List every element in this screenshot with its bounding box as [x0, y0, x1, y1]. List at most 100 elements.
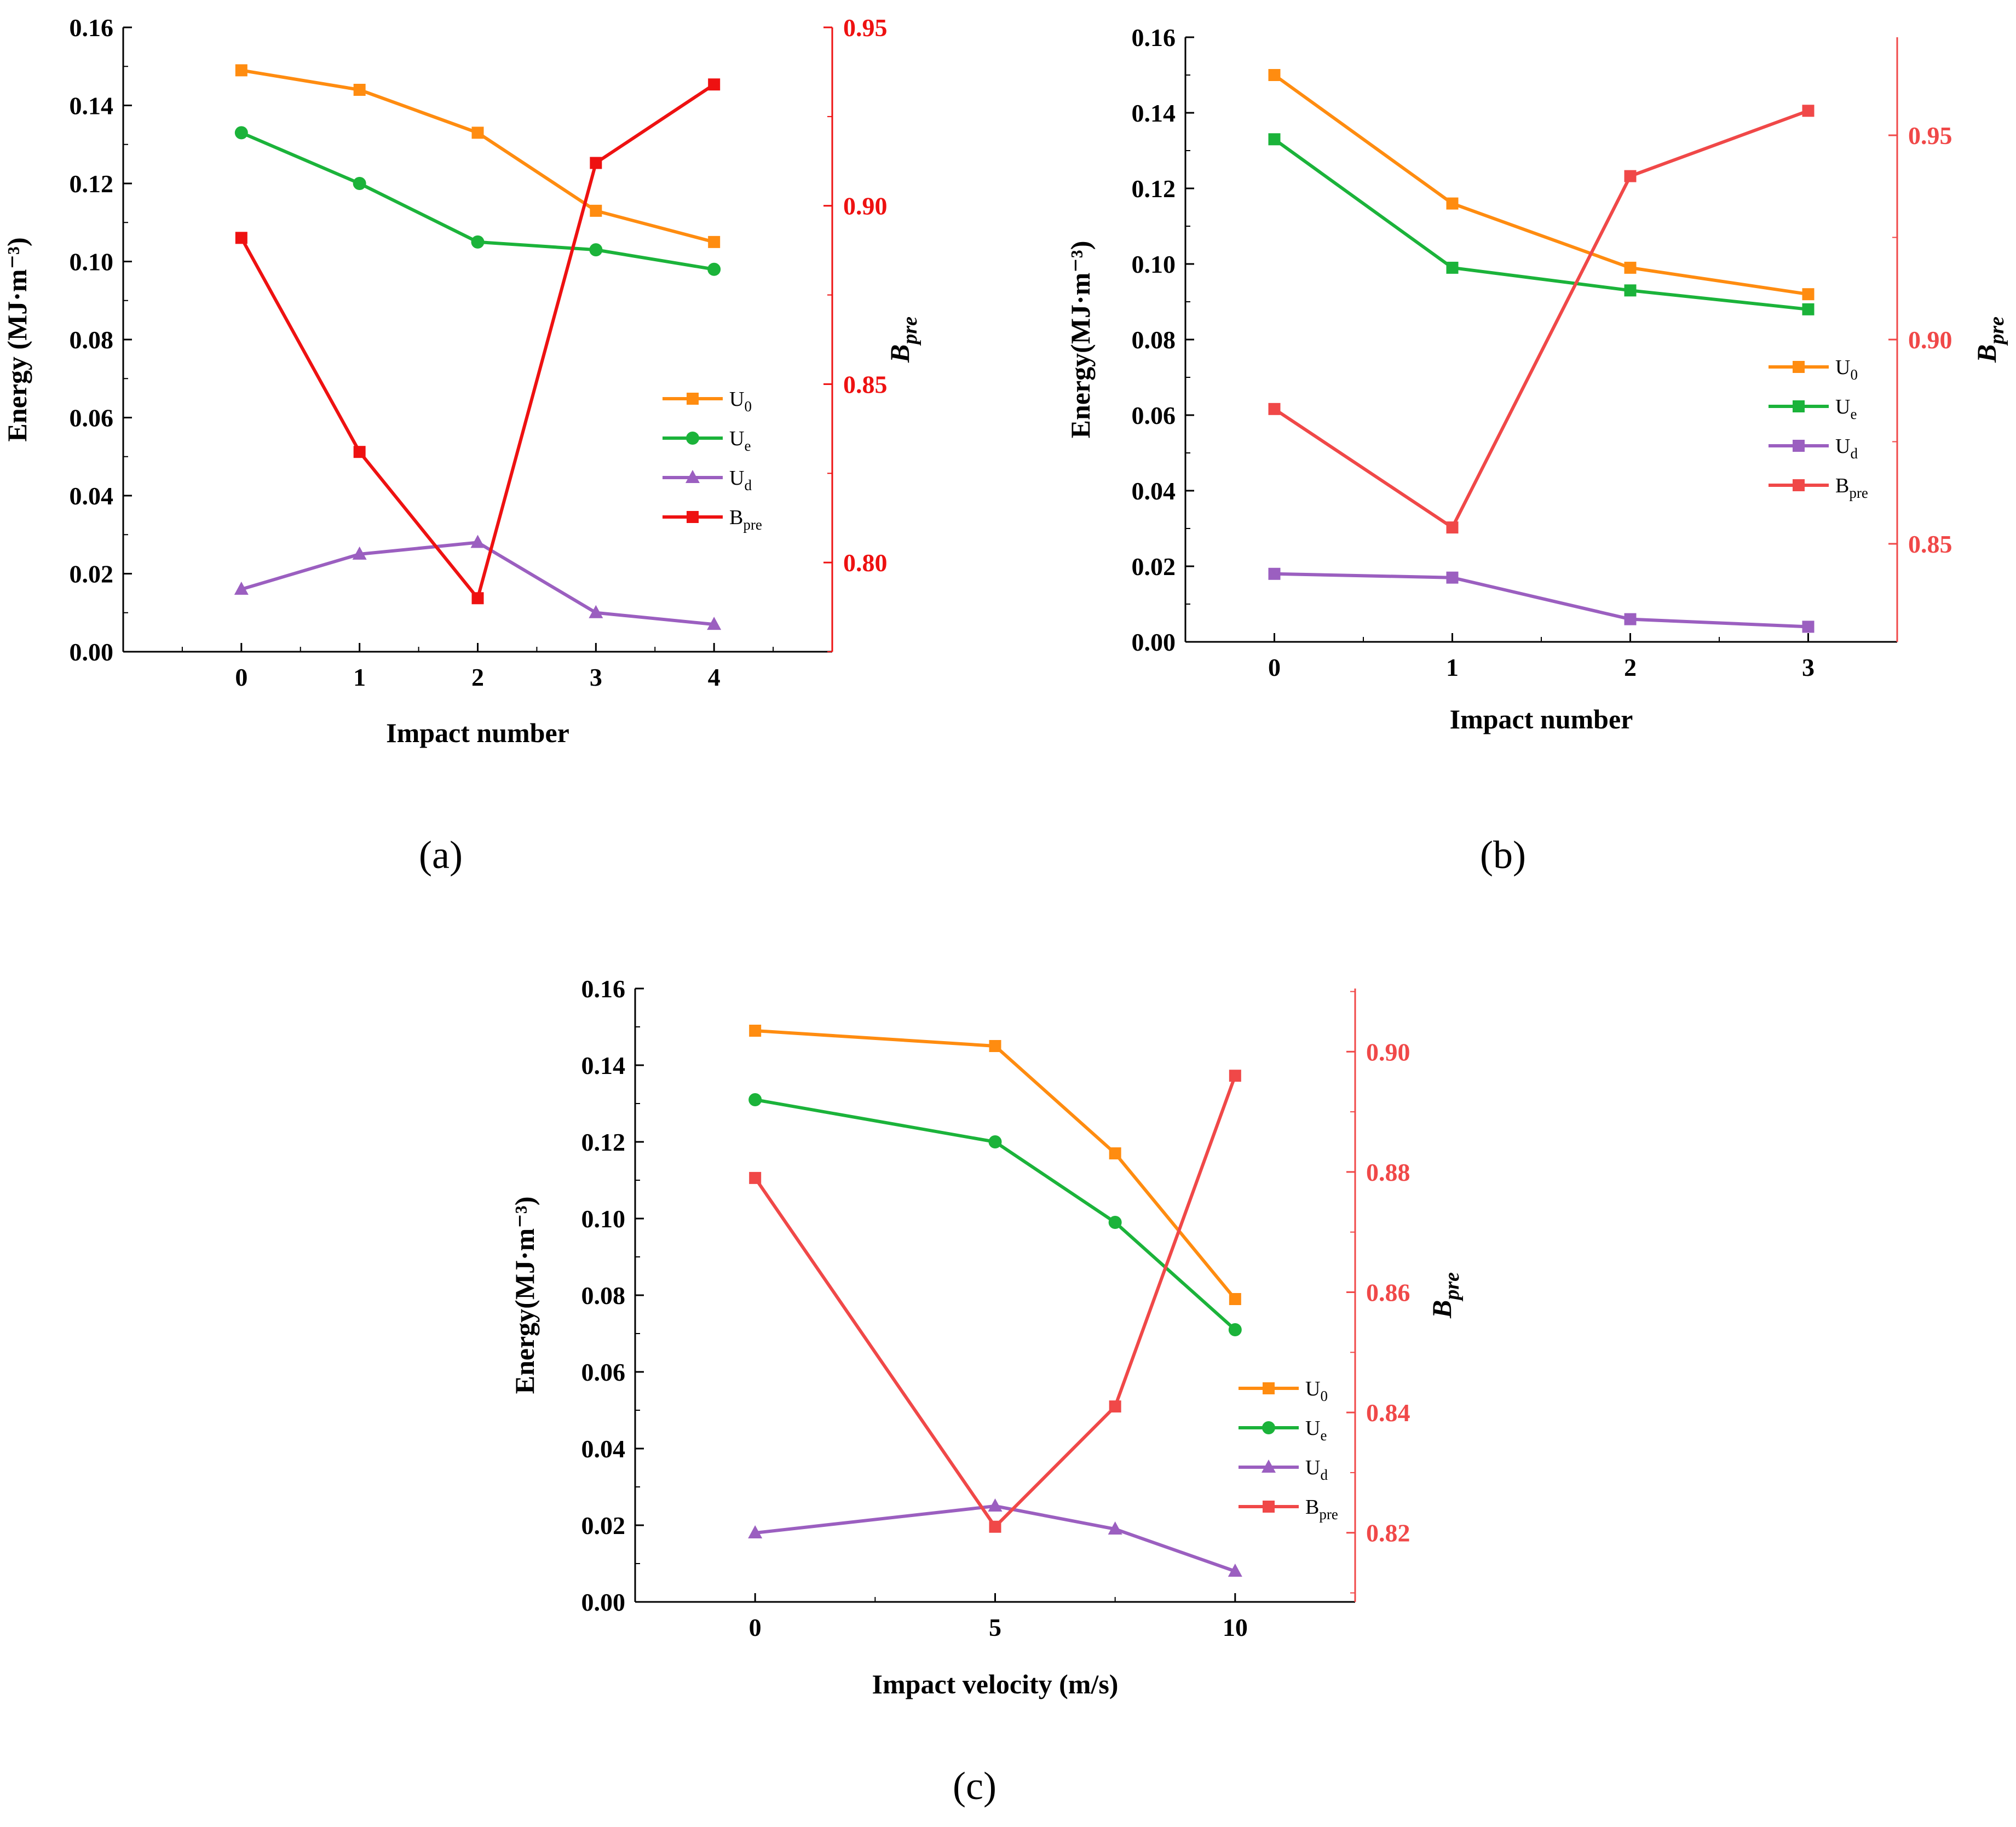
legend-marker-U0	[687, 393, 699, 405]
data-point-U0	[235, 64, 247, 77]
y-tick-label: 0.10	[70, 248, 114, 276]
y-tick-label: 0.10	[581, 1205, 626, 1233]
x-tick-label: 0	[235, 663, 247, 691]
x-tick-label: 1	[353, 663, 366, 691]
y2-tick-label: 0.86	[1366, 1279, 1410, 1307]
y-tick-label: 0.16	[1132, 24, 1176, 51]
chart-panel-3: 0.00 0.02 0.04 0.06 0.08 0.10 0.12 0.14 0.16 0.82…	[509, 975, 1464, 1808]
data-point-U0	[1229, 1293, 1241, 1305]
data-point-Ue	[1108, 1216, 1122, 1229]
chart-panel-1: 0.00 0.02 0.04 0.06 0.08 0.10 0.12 0.14 0.16 0.80…	[2, 14, 921, 877]
legend-label-Bpre: Bpre	[1835, 474, 1868, 501]
legend-label-Ue: Ue	[729, 427, 751, 454]
series-line-Ud	[754, 1504, 1236, 1573]
legend-label-Bpre: Bpre	[729, 506, 762, 533]
data-point-Ue	[353, 177, 366, 190]
x-axis-title: Impact number	[1450, 704, 1633, 734]
data-point-Ue	[1446, 261, 1459, 274]
data-point-Bpre	[1109, 1400, 1121, 1413]
y-tick-label: 0.04	[1132, 477, 1176, 505]
data-point-Ue	[988, 1135, 1002, 1148]
legend-label-Ue: Ue	[1305, 1417, 1327, 1444]
series-line-Ud	[1274, 572, 1808, 629]
data-point-Ud	[988, 1498, 1003, 1512]
data-point-Bpre	[471, 592, 484, 605]
x-tick-label: 0	[1268, 653, 1281, 681]
y2-tick-label: 0.95	[843, 14, 888, 42]
y-tick-label: 0.14	[581, 1052, 626, 1079]
y2-tick-label: 0.82	[1366, 1519, 1410, 1547]
legend-marker-Ue	[1262, 1421, 1275, 1434]
data-point-U0	[1802, 288, 1815, 301]
y-tick-label: 0.10	[1132, 250, 1176, 278]
y2-tick-label: 0.85	[1908, 530, 1952, 558]
data-point-Bpre	[708, 78, 721, 91]
y2-tick-label: 0.90	[1366, 1038, 1410, 1066]
legend-label-Ud: Ud	[729, 467, 752, 493]
legend-label-Ue: Ue	[1835, 395, 1857, 422]
legend-label-U0: U0	[729, 388, 752, 415]
y2-tick-label: 0.88	[1366, 1158, 1410, 1186]
data-point-Ud	[470, 535, 485, 548]
y-tick-label: 0.12	[70, 170, 114, 198]
y2-axis-title-sub: pre	[1441, 1272, 1464, 1302]
series-line-Bpre	[1273, 109, 1809, 530]
y2-tick-label: 0.95	[1908, 122, 1952, 150]
y-tick-label: 0.02	[581, 1512, 626, 1539]
chart-panel-2: 0.00 0.02 0.04 0.06 0.08 0.10 0.12 0.14 0.16 0.85…	[1065, 24, 2008, 877]
y-tick-label: 0.04	[70, 482, 114, 510]
data-point-U0	[471, 127, 484, 139]
data-point-Ue	[1802, 303, 1815, 315]
x-tick-label: 10	[1223, 1613, 1248, 1641]
data-point-Bpre	[989, 1520, 1001, 1533]
data-point-Bpre	[1229, 1070, 1241, 1082]
y-axis-title: Energy(MJ·m⁻³)	[1065, 241, 1096, 439]
data-point-Ue	[234, 126, 248, 140]
y-tick-label: 0.02	[70, 560, 114, 588]
y-tick-label: 0.00	[1132, 628, 1176, 656]
data-point-Bpre	[1446, 521, 1459, 534]
y-tick-label: 0.08	[70, 326, 114, 354]
data-point-Bpre	[1624, 170, 1637, 182]
legend-marker-U0	[1793, 361, 1805, 373]
x-tick-label: 2	[1624, 653, 1637, 681]
legend-marker-Bpre	[1793, 479, 1805, 491]
data-point-Ud	[589, 605, 603, 618]
y2-axis-title: Bpre	[1971, 317, 2008, 363]
data-point-Bpre	[353, 446, 366, 458]
legend-label-Ud: Ud	[1305, 1456, 1328, 1483]
y2-axis-title: Bpre	[884, 317, 921, 363]
series-line-U0	[754, 1029, 1237, 1300]
y2-tick-label: 0.85	[843, 370, 888, 398]
data-point-U0	[749, 1025, 762, 1037]
x-axis-title: Impact number	[386, 717, 569, 748]
data-point-Ud	[1228, 1564, 1242, 1577]
data-point-Ud	[1268, 567, 1281, 580]
panel-label: (a)	[419, 833, 463, 877]
legend-marker-Ud	[1262, 1460, 1276, 1473]
y2-axis-title-main: B	[884, 344, 915, 363]
data-point-U0	[1268, 69, 1281, 81]
data-point-Ue	[748, 1093, 762, 1106]
y2-axis-title: Bpre	[1426, 1272, 1464, 1319]
x-tick-label: 3	[1802, 653, 1815, 681]
y-tick-label: 0.16	[70, 14, 114, 42]
data-point-Ue	[1268, 133, 1281, 146]
y2-axis-title-main: B	[1971, 344, 2002, 363]
y-tick-label: 0.00	[70, 638, 114, 666]
legend-marker-Ud	[686, 470, 700, 483]
legend-label-Bpre: Bpre	[1305, 1496, 1338, 1522]
data-point-U0	[989, 1040, 1001, 1052]
x-tick-label: 5	[989, 1613, 1001, 1641]
y-tick-label: 0.02	[1132, 553, 1176, 581]
data-point-U0	[1624, 261, 1637, 274]
data-point-Bpre	[1268, 403, 1281, 415]
y2-axis-title-main: B	[1426, 1300, 1457, 1319]
y-tick-label: 0.12	[581, 1128, 626, 1156]
legend-marker-Bpre	[687, 511, 699, 523]
y-tick-label: 0.14	[70, 92, 114, 120]
legend-marker-Ue	[1793, 400, 1805, 412]
y-tick-label: 0.06	[70, 404, 114, 432]
y-tick-label: 0.06	[581, 1358, 626, 1386]
